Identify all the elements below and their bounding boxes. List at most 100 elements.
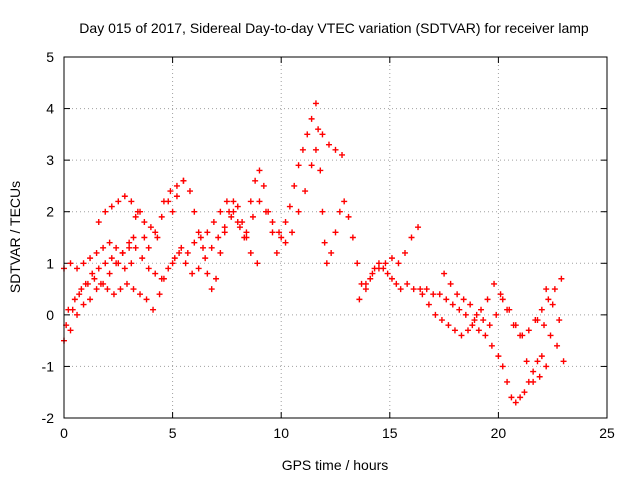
data-point	[541, 322, 548, 329]
data-point	[454, 291, 461, 298]
data-point	[508, 394, 515, 401]
data-point	[395, 260, 402, 267]
data-point	[80, 301, 87, 308]
data-point	[451, 327, 458, 334]
data-point	[332, 229, 339, 236]
data-point	[180, 177, 187, 184]
data-point	[375, 265, 382, 272]
data-point	[512, 399, 519, 406]
data-point	[87, 296, 94, 303]
data-point	[67, 260, 74, 267]
data-point	[221, 224, 228, 231]
data-point	[139, 255, 146, 262]
series-track-c	[65, 213, 261, 313]
x-tick-label: 25	[599, 425, 615, 441]
data-point	[260, 182, 267, 189]
data-point	[367, 275, 374, 282]
data-point	[419, 291, 426, 298]
data-point	[234, 219, 241, 226]
data-point	[117, 286, 124, 293]
data-point	[204, 270, 211, 277]
data-point	[410, 286, 417, 293]
data-point	[145, 265, 152, 272]
data-point	[456, 306, 463, 313]
data-point	[295, 208, 302, 215]
data-point	[249, 213, 256, 220]
data-point	[556, 317, 563, 324]
data-point	[262, 208, 269, 215]
x-tick-label: 15	[382, 425, 398, 441]
data-point	[150, 306, 157, 313]
data-point	[167, 188, 174, 195]
y-tick-label: -1	[42, 358, 55, 374]
data-point	[547, 332, 554, 339]
data-point	[221, 229, 228, 236]
y-tick-label: 1	[46, 255, 54, 271]
data-point	[230, 208, 237, 215]
data-point	[173, 182, 180, 189]
y-tick-label: 2	[46, 204, 54, 220]
data-point	[110, 291, 117, 298]
data-point	[256, 198, 263, 205]
data-point	[130, 286, 137, 293]
data-point	[228, 213, 235, 220]
data-point	[467, 301, 474, 308]
data-point	[195, 265, 202, 272]
data-point	[349, 234, 356, 241]
data-point	[236, 224, 243, 231]
data-point	[447, 280, 454, 287]
data-point	[408, 234, 415, 241]
data-point	[325, 141, 332, 148]
x-tick-label: 20	[491, 425, 507, 441]
data-point	[195, 229, 202, 236]
data-point	[241, 234, 248, 241]
data-point	[74, 265, 81, 272]
data-point	[217, 208, 224, 215]
data-point	[554, 342, 561, 349]
data-point	[521, 389, 528, 396]
data-point	[67, 327, 74, 334]
data-point	[191, 208, 198, 215]
data-point	[178, 244, 185, 251]
data-point	[369, 270, 376, 277]
data-point	[269, 229, 276, 236]
data-point	[423, 286, 430, 293]
data-point	[102, 260, 109, 267]
data-point	[549, 301, 556, 308]
data-point	[517, 332, 524, 339]
data-point	[319, 208, 326, 215]
data-point	[312, 146, 319, 153]
data-point	[169, 260, 176, 267]
data-point	[382, 260, 389, 267]
data-point	[402, 249, 409, 256]
data-point	[504, 378, 511, 385]
data-point	[89, 270, 96, 277]
data-point	[128, 260, 135, 267]
data-point	[425, 301, 432, 308]
data-point	[491, 280, 498, 287]
data-point	[510, 322, 517, 329]
data-point	[397, 286, 404, 293]
data-point	[543, 363, 550, 370]
data-point	[441, 270, 448, 277]
series-track-d	[95, 177, 187, 241]
data-point	[82, 280, 89, 287]
data-point	[176, 249, 183, 256]
data-point	[217, 249, 224, 256]
data-point	[106, 239, 113, 246]
data-point	[480, 317, 487, 324]
data-point	[295, 162, 302, 169]
series-track-i	[534, 286, 567, 365]
data-point	[276, 229, 283, 236]
data-point	[339, 151, 346, 158]
series-track-h	[419, 280, 550, 385]
chart-title: Day 015 of 2017, Sidereal Day-to-day VTE…	[79, 20, 589, 36]
data-point	[321, 239, 328, 246]
data-point	[471, 317, 478, 324]
data-point	[375, 260, 382, 267]
data-point	[243, 229, 250, 236]
data-point	[388, 275, 395, 282]
data-point	[197, 234, 204, 241]
grid-layer	[64, 57, 607, 418]
